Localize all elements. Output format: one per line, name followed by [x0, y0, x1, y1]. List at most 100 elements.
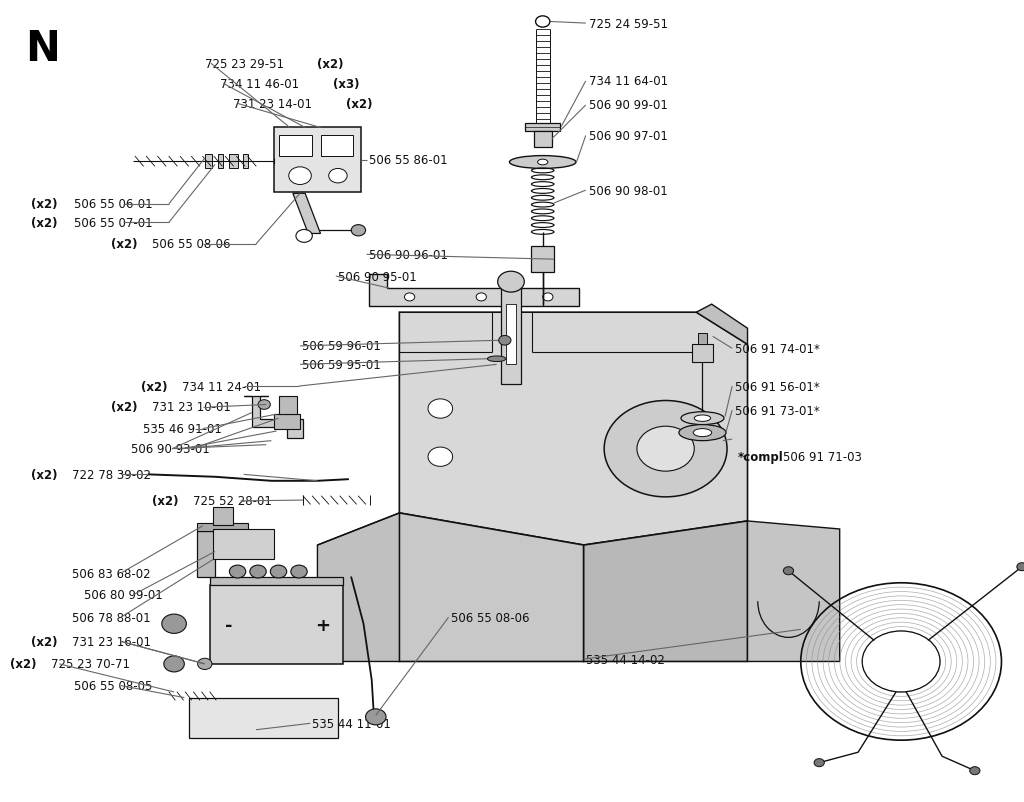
Circle shape — [351, 225, 366, 237]
Polygon shape — [317, 513, 399, 662]
Text: (x2): (x2) — [31, 635, 57, 648]
Circle shape — [258, 400, 270, 410]
Text: 506 91 71-03: 506 91 71-03 — [783, 451, 862, 464]
Text: 506 91 56-01*: 506 91 56-01* — [735, 380, 820, 393]
Circle shape — [366, 709, 386, 725]
Polygon shape — [399, 313, 748, 545]
Text: 506 90 97-01: 506 90 97-01 — [589, 130, 668, 143]
Text: *compl: *compl — [737, 451, 783, 464]
Circle shape — [428, 399, 453, 419]
Text: (x2): (x2) — [346, 98, 373, 111]
Text: (x2): (x2) — [111, 238, 137, 251]
Text: (x2): (x2) — [141, 380, 168, 393]
Bar — [534, 132, 552, 148]
Bar — [279, 136, 312, 156]
Text: 725 52 28-01: 725 52 28-01 — [193, 495, 271, 508]
Bar — [698, 334, 707, 345]
Bar — [189, 698, 338, 738]
Text: 731 23 10-01: 731 23 10-01 — [152, 401, 230, 414]
Bar — [274, 128, 361, 192]
Text: 506 59 95-01: 506 59 95-01 — [302, 358, 381, 371]
Text: (x2): (x2) — [10, 658, 37, 670]
Text: N: N — [26, 28, 60, 70]
Circle shape — [289, 168, 311, 185]
Text: 725 24 59-51: 725 24 59-51 — [589, 18, 668, 30]
Bar — [197, 523, 248, 531]
Text: 535 46 91-01: 535 46 91-01 — [143, 423, 222, 435]
Bar — [506, 305, 516, 365]
Bar — [274, 415, 300, 429]
Bar — [213, 508, 233, 525]
Text: 506 90 99-01: 506 90 99-01 — [589, 99, 668, 112]
Ellipse shape — [693, 429, 712, 437]
Text: (x2): (x2) — [111, 401, 137, 414]
Bar — [229, 155, 238, 169]
Bar — [197, 531, 215, 577]
Polygon shape — [748, 521, 840, 662]
Polygon shape — [369, 274, 579, 306]
Text: 506 90 98-01: 506 90 98-01 — [589, 184, 668, 197]
Circle shape — [250, 565, 266, 578]
Polygon shape — [399, 513, 584, 662]
Text: 731 23 16-01: 731 23 16-01 — [72, 635, 151, 648]
Bar — [525, 124, 560, 132]
Text: 734 11 46-01: 734 11 46-01 — [220, 78, 303, 91]
Text: 506 91 74-01*: 506 91 74-01* — [735, 342, 820, 355]
Text: (x2): (x2) — [317, 58, 344, 71]
Circle shape — [637, 427, 694, 472]
Text: 506 90 93-01: 506 90 93-01 — [131, 443, 210, 456]
Bar — [692, 345, 713, 363]
Text: 725 23 70-71: 725 23 70-71 — [51, 658, 130, 670]
Polygon shape — [696, 305, 748, 345]
Polygon shape — [293, 194, 321, 234]
Ellipse shape — [679, 425, 726, 441]
Bar — [279, 397, 297, 415]
Text: 506 55 06-01: 506 55 06-01 — [74, 198, 153, 211]
Text: (x2): (x2) — [31, 468, 57, 481]
Bar — [218, 155, 223, 169]
Ellipse shape — [694, 415, 711, 422]
Bar — [205, 155, 212, 169]
Text: 506 55 86-01: 506 55 86-01 — [369, 154, 447, 167]
Circle shape — [814, 759, 824, 767]
Circle shape — [498, 272, 524, 293]
Circle shape — [1017, 563, 1024, 571]
Text: 506 59 96-01: 506 59 96-01 — [302, 340, 381, 353]
Text: *: * — [698, 433, 705, 446]
Text: 506 83 68-02: 506 83 68-02 — [72, 567, 151, 580]
Text: 734 11 24-01: 734 11 24-01 — [182, 380, 261, 393]
Text: 506 90 95-01: 506 90 95-01 — [338, 270, 417, 283]
Text: (x2): (x2) — [152, 495, 178, 508]
Circle shape — [783, 567, 794, 575]
Circle shape — [604, 401, 727, 497]
Text: 506 55 07-01: 506 55 07-01 — [74, 217, 153, 229]
Ellipse shape — [538, 160, 548, 165]
Circle shape — [428, 448, 453, 467]
Circle shape — [164, 656, 184, 672]
Bar — [531, 247, 554, 273]
Circle shape — [970, 767, 980, 775]
Text: 731 23 14-01: 731 23 14-01 — [233, 98, 316, 111]
Circle shape — [229, 565, 246, 578]
Text: 506 55 08-06: 506 55 08-06 — [451, 611, 529, 624]
Circle shape — [162, 614, 186, 634]
Polygon shape — [244, 397, 303, 439]
Text: 506 80 99-01: 506 80 99-01 — [84, 589, 163, 602]
Text: -: - — [224, 617, 232, 634]
Text: 506 91 73-01*: 506 91 73-01* — [735, 404, 820, 417]
Bar — [321, 136, 353, 156]
Ellipse shape — [510, 156, 575, 169]
Text: 725 23 29-51: 725 23 29-51 — [205, 58, 288, 71]
Circle shape — [270, 565, 287, 578]
Bar — [210, 585, 343, 664]
Text: (x3): (x3) — [333, 78, 359, 91]
Circle shape — [499, 336, 511, 346]
Circle shape — [536, 17, 550, 28]
Text: *: * — [701, 433, 708, 446]
Text: 506 55 08-05: 506 55 08-05 — [74, 679, 153, 692]
Text: (x2): (x2) — [31, 217, 57, 229]
Text: 535 44 14-02: 535 44 14-02 — [586, 653, 665, 666]
Text: 722 78 39-02: 722 78 39-02 — [72, 468, 151, 481]
Text: 734 11 64-01: 734 11 64-01 — [589, 75, 668, 88]
Text: 535 44 11-01: 535 44 11-01 — [312, 717, 391, 730]
